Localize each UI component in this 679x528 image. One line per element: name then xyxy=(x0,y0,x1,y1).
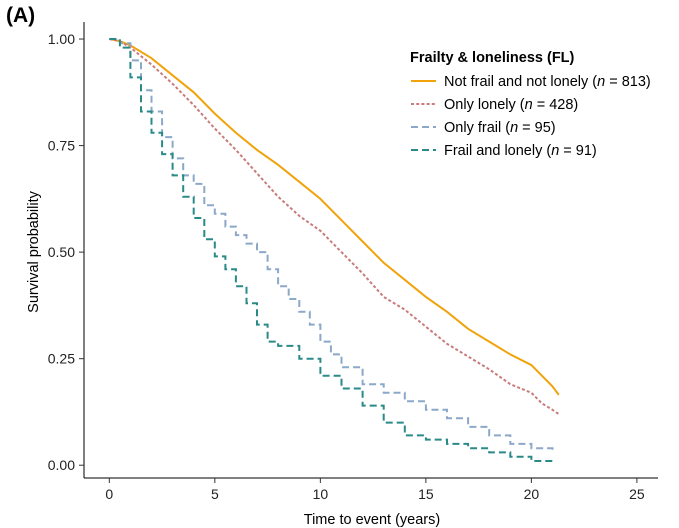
legend-label-1: Not frail and not lonely (n = 813) xyxy=(444,74,651,90)
x-tick-label: 5 xyxy=(211,486,219,502)
series-line-2 xyxy=(109,38,560,415)
ticks-layer: 0 5 10 15 20 25 0.00 0.25 0.50 0.75 1.00 xyxy=(48,31,645,502)
series-layer xyxy=(109,38,560,462)
x-tick-label: 25 xyxy=(629,486,645,502)
y-axis-title: Survival probability xyxy=(26,190,42,312)
y-tick-label: 0.75 xyxy=(48,138,75,154)
x-axis-title: Time to event (years) xyxy=(304,512,440,528)
legend-title: Frailty & loneliness (FL) xyxy=(410,50,575,66)
legend-label-2: Only lonely (n = 428) xyxy=(444,97,578,113)
y-tick-label: 0.00 xyxy=(48,457,75,473)
series-line-3 xyxy=(109,38,554,453)
x-tick-label: 20 xyxy=(524,486,540,502)
panel-label: (A) xyxy=(6,4,36,27)
y-tick-label: 0.25 xyxy=(48,351,75,367)
x-tick-label: 15 xyxy=(418,486,434,502)
series-line-4 xyxy=(109,38,553,462)
series-line-1 xyxy=(109,38,560,396)
y-tick-label: 0.50 xyxy=(48,244,75,260)
x-tick-label: 0 xyxy=(105,486,113,502)
legend-label-3: Only frail (n = 95) xyxy=(444,120,556,136)
y-tick-label: 1.00 xyxy=(48,31,75,47)
axes-layer xyxy=(83,22,658,479)
x-tick-label: 10 xyxy=(313,486,329,502)
legend-label-4: Frail and lonely (n = 91) xyxy=(444,143,597,159)
legend: Frailty & loneliness (FL) Not frail and … xyxy=(410,50,651,159)
legend-entries: Not frail and not lonely (n = 813) Only l… xyxy=(411,74,651,159)
